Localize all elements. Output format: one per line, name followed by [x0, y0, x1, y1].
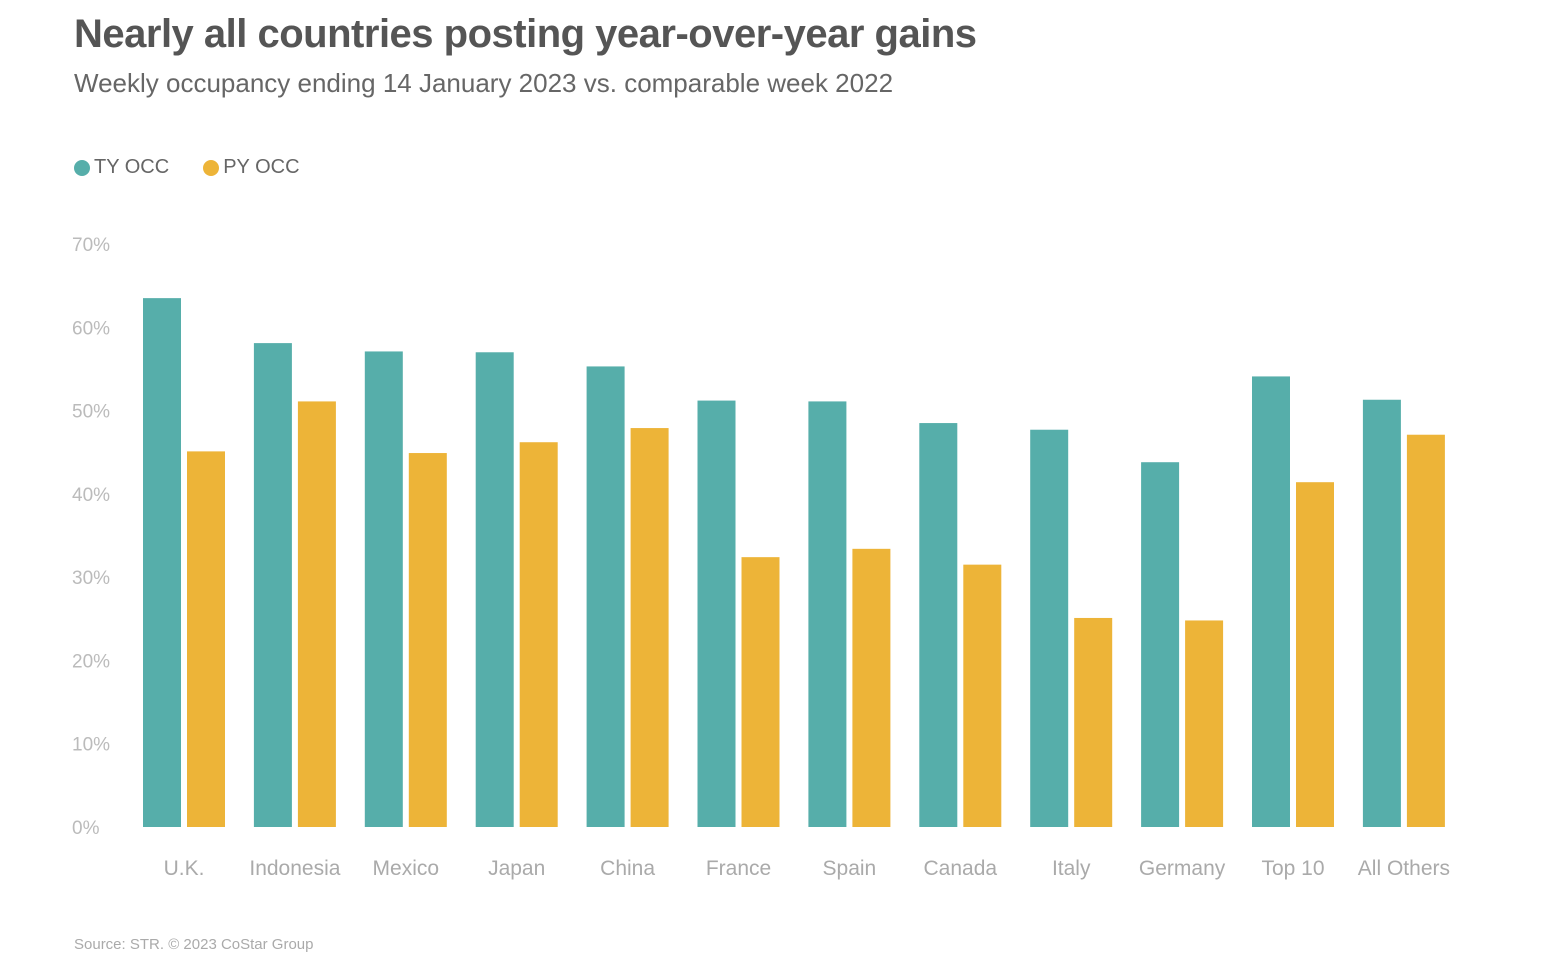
bar-py	[1406, 434, 1445, 827]
y-tick-label: 10%	[72, 735, 110, 756]
y-tick-label: 20%	[72, 651, 110, 672]
bar-py	[519, 442, 558, 827]
bar-ty	[1362, 399, 1401, 827]
bar-ty	[919, 423, 958, 827]
x-tick-label: Germany	[1139, 857, 1226, 880]
x-tick-label: Canada	[924, 857, 998, 880]
bar-ty	[364, 351, 403, 827]
legend-item-ty: TY OCC	[74, 156, 169, 179]
x-tick-label: Indonesia	[249, 857, 340, 880]
x-tick-label: Italy	[1052, 857, 1091, 880]
bar-py	[852, 548, 891, 827]
source-note: Source: STR. © 2023 CoStar Group	[74, 936, 314, 953]
bar-py	[630, 428, 669, 827]
bar-ty	[143, 298, 181, 827]
x-tick-label: Mexico	[373, 857, 440, 880]
x-tick-label: Japan	[488, 857, 545, 880]
bar-py	[297, 401, 336, 827]
bar-ty	[586, 366, 625, 827]
y-axis: 0% 10% 20% 30% 40% 50% 60% 70%	[72, 235, 110, 839]
x-tick-label: China	[600, 857, 655, 880]
x-tick-label: Spain	[823, 857, 877, 880]
x-tick-label: U.K.	[164, 857, 205, 880]
chart-title: Nearly all countries posting year-over-y…	[74, 12, 977, 56]
bar-py	[1185, 620, 1224, 827]
y-tick-label: 30%	[72, 568, 110, 589]
bar-ty	[253, 343, 292, 827]
y-tick-label: 60%	[72, 318, 110, 339]
bar-py	[963, 564, 1002, 827]
x-tick-label: France	[706, 857, 771, 880]
bar-py	[1074, 617, 1113, 827]
x-tick-label: Top 10	[1261, 857, 1324, 880]
bar-py	[741, 557, 780, 827]
bar-py	[187, 451, 225, 827]
legend-label-py: PY OCC	[223, 156, 300, 178]
y-tick-label: 40%	[72, 485, 110, 506]
x-tick-label: All Others	[1358, 857, 1450, 880]
bar-ty	[1252, 376, 1290, 827]
chart-subtitle: Weekly occupancy ending 14 January 2023 …	[74, 68, 894, 98]
bar-py	[408, 453, 447, 827]
bar-ty	[1030, 429, 1069, 827]
legend-item-py: PY OCC	[203, 156, 300, 179]
bar-ty	[808, 401, 847, 827]
bar-ty	[1141, 462, 1180, 827]
bar-ty	[475, 352, 514, 827]
legend-swatch-py	[203, 159, 220, 176]
bar-ty	[697, 400, 736, 827]
x-axis: U.K. Indonesia Mexico Japan China France Spain…	[164, 857, 1450, 880]
y-tick-label: 70%	[72, 235, 110, 256]
bar-py	[1296, 482, 1334, 827]
legend-swatch-ty	[74, 159, 90, 176]
y-tick-label: 0%	[72, 818, 100, 839]
legend-label-ty: TY OCC	[94, 156, 170, 178]
y-tick-label: 50%	[72, 402, 110, 423]
legend: TY OCC PY OCC	[74, 156, 300, 179]
bars-group	[143, 298, 1445, 827]
